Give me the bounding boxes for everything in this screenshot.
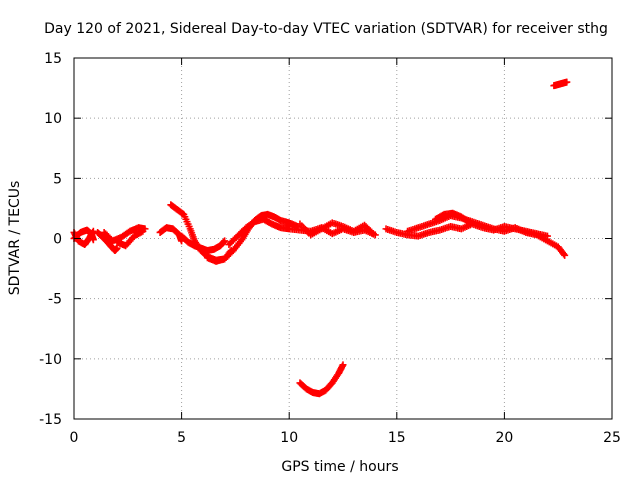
data-points [70, 78, 571, 398]
y-tick-label: -5 [48, 292, 62, 308]
grid [74, 58, 612, 419]
series-track-5 [178, 232, 229, 255]
data-point [465, 218, 473, 226]
series-track-13 [550, 78, 571, 90]
data-point [368, 228, 376, 236]
y-tick-label: 15 [44, 51, 62, 67]
data-point [561, 251, 569, 259]
data-point [369, 230, 377, 238]
series-track-12 [296, 361, 347, 398]
data-point [221, 237, 229, 245]
y-tick-label: -10 [39, 352, 62, 368]
x-tick-label: 0 [70, 430, 79, 446]
data-point [113, 244, 121, 252]
x-tick-label: 15 [388, 430, 406, 446]
axis-ticks: 0 5 10 15 20 25 -15 -10 -5 0 5 10 15 [39, 51, 621, 446]
y-tick-label: 10 [44, 111, 62, 127]
x-tick-label: 5 [177, 430, 186, 446]
series-track-2b [113, 227, 147, 250]
x-tick-label: 25 [603, 430, 621, 446]
data-point [89, 227, 97, 235]
data-point [137, 228, 145, 236]
chart-title: Day 120 of 2021, Sidereal Day-to-day VTE… [44, 21, 608, 37]
y-axis-label: SDTVAR / TECUs [7, 181, 23, 296]
x-tick-label: 20 [495, 430, 513, 446]
y-tick-label: 0 [53, 232, 62, 248]
data-point [139, 227, 147, 235]
data-point [563, 78, 571, 86]
x-axis-label: GPS time / hours [281, 459, 398, 475]
data-point [560, 250, 568, 258]
series-track-8 [296, 219, 377, 239]
data-point [339, 361, 347, 369]
series-track-11 [432, 209, 474, 227]
series-track-0-2 [70, 227, 97, 249]
y-tick-label: 5 [53, 171, 62, 187]
data-point [466, 219, 474, 227]
y-tick-label: -15 [39, 412, 62, 428]
x-tick-label: 10 [280, 430, 298, 446]
